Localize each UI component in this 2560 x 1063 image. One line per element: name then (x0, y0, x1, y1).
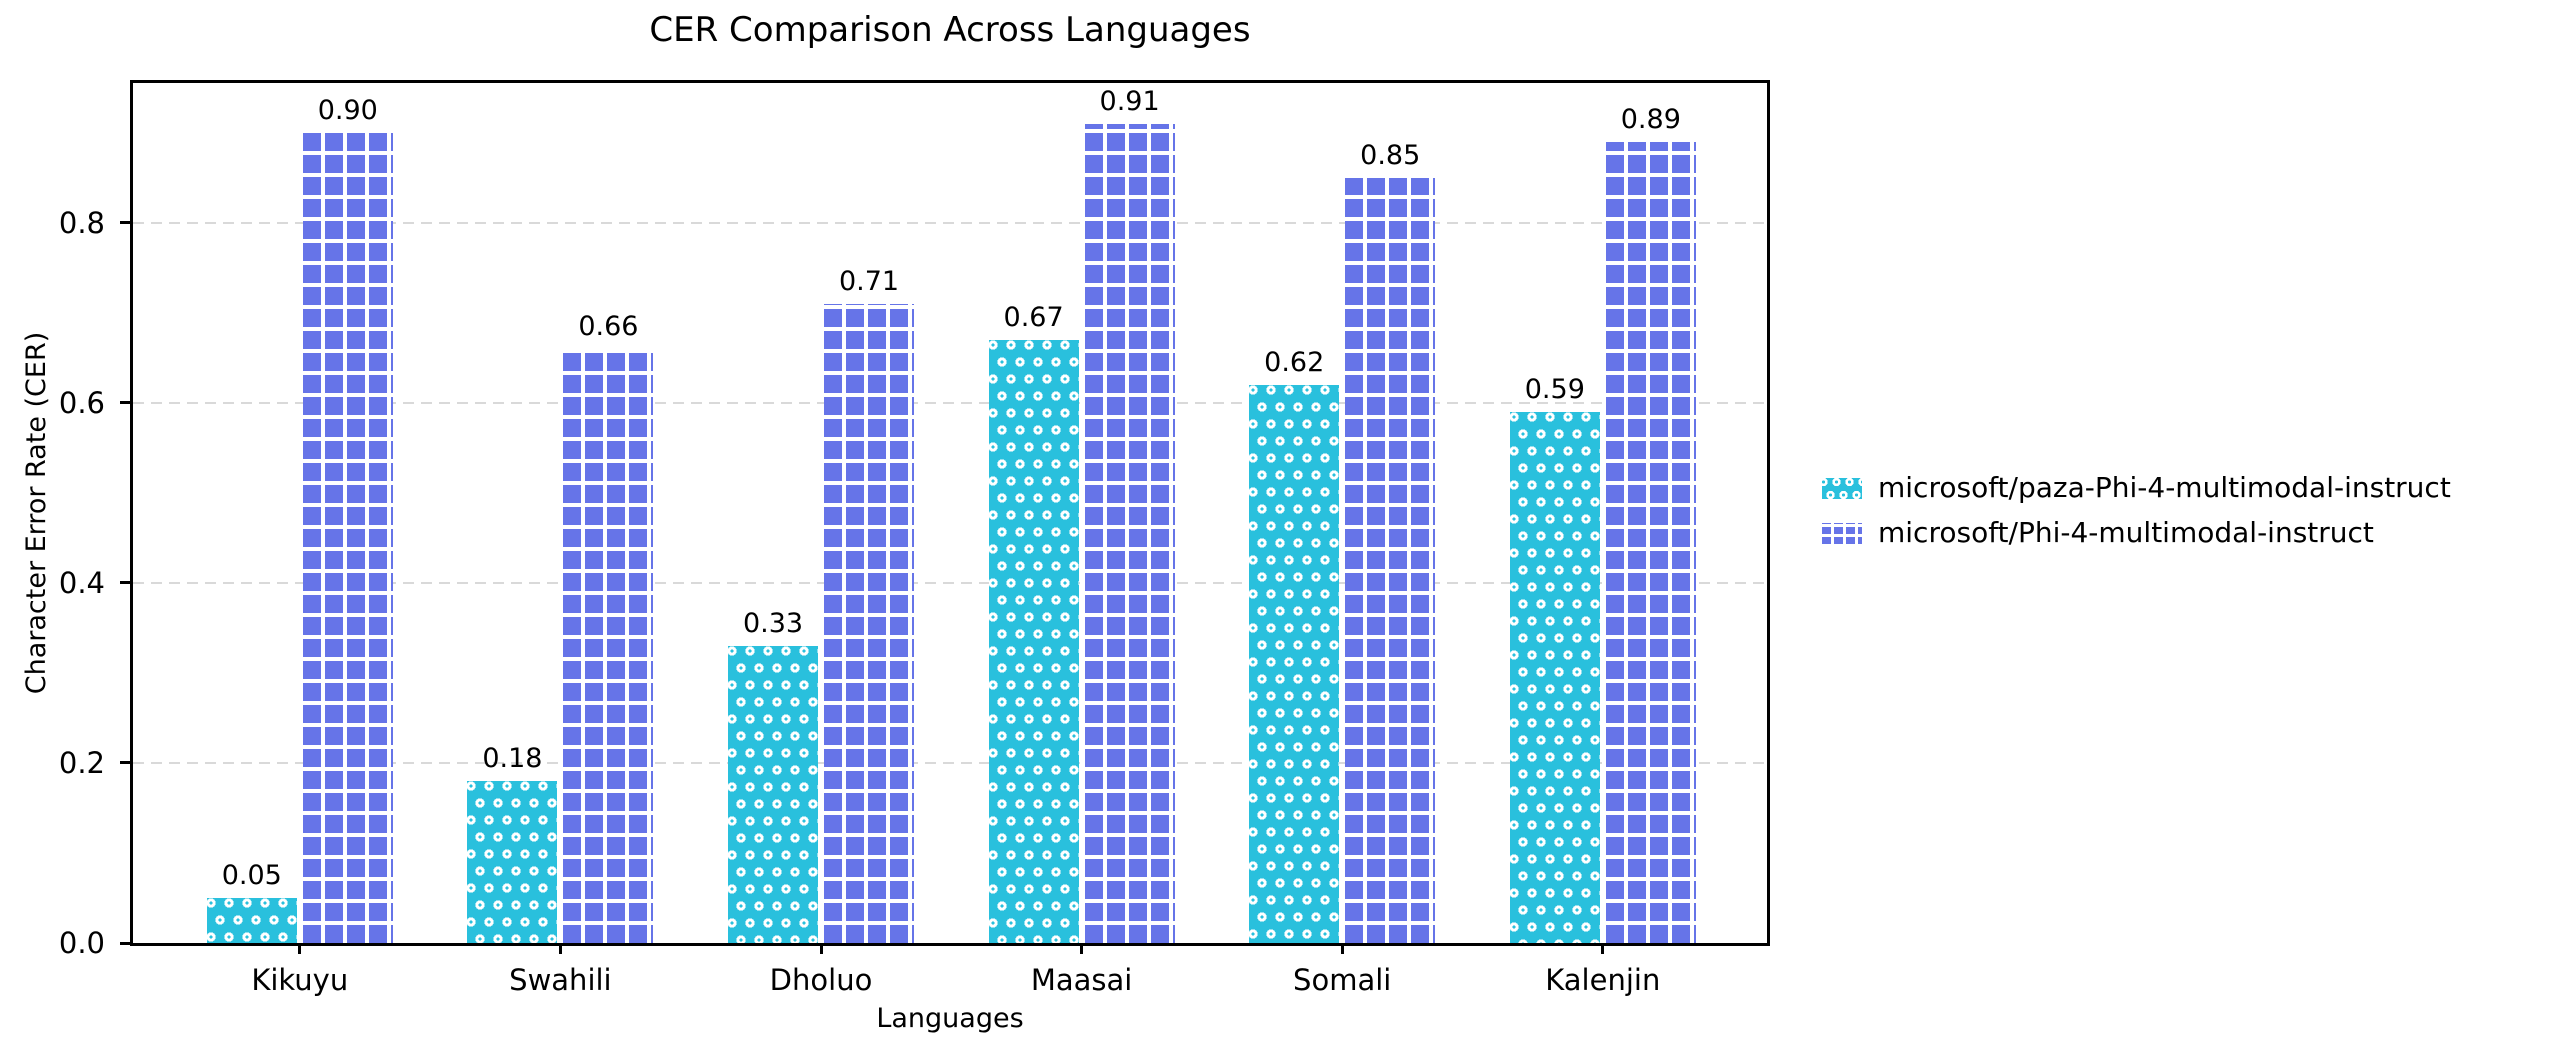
bar-grid-kikuyu (302, 132, 393, 943)
x-tick-label-kikuyu: Kikuyu (251, 963, 349, 997)
x-axis-tick (298, 943, 302, 954)
y-tick-label: 0.4 (58, 565, 105, 600)
bar-value-label: 0.89 (1620, 103, 1681, 135)
plot-inner: 0.0 0.2 0.4 0.6 0.8 0.05 0.90 Kikuyu 0.18 0.66 Swa… (59, 83, 1767, 997)
gridline-0.8 (133, 221, 1767, 224)
bar-circles-kalenjin (1509, 411, 1600, 943)
legend-swatch-circles (1822, 477, 1862, 499)
bar-circles-maasai (988, 339, 1079, 943)
x-axis-label: Languages (876, 1003, 1024, 1034)
bar-value-label: 0.91 (1099, 85, 1160, 117)
legend-label: microsoft/Phi-4-multimodal-instruct (1878, 516, 2374, 549)
bar-circles-dholuo (728, 645, 818, 943)
bar-value-label: 0.05 (221, 859, 282, 891)
bar-value-label: 0.71 (838, 265, 900, 297)
x-axis-tick (819, 943, 823, 954)
bar-grid-swahili (563, 348, 654, 943)
bar-grid-maasai (1084, 123, 1175, 943)
bar-grid-dholuo (824, 303, 914, 943)
y-tick-label: 0.8 (58, 205, 105, 240)
y-tick-label: 0.6 (58, 385, 105, 420)
bar-circles-kikuyu (206, 897, 297, 943)
bar-value-label: 0.62 (1264, 346, 1325, 378)
chart-title: CER Comparison Across Languages (649, 10, 1251, 50)
bar-value-label: 0.18 (482, 742, 543, 774)
bar-circles-swahili (467, 780, 558, 943)
bar-value-label: 0.33 (742, 607, 804, 639)
gridline-0.6 (133, 401, 1767, 404)
x-axis-tick (1601, 943, 1605, 954)
legend: microsoft/paza-Phi-4-multimodal-instruct… (1822, 472, 2451, 549)
legend-label: microsoft/paza-Phi-4-multimodal-instruct (1878, 471, 2451, 504)
bar-value-label: 0.59 (1524, 373, 1585, 405)
x-tick-label-swahili: Swahili (509, 963, 612, 997)
x-axis-tick (1080, 943, 1084, 954)
bar-value-label: 0.90 (317, 94, 378, 126)
bar-value-label: 0.67 (1003, 301, 1064, 333)
gridline-0.2 (133, 761, 1767, 764)
bar-value-label: 0.85 (1360, 139, 1421, 171)
x-tick-label-somali: Somali (1293, 963, 1392, 997)
bar-value-label: 0.66 (578, 310, 639, 342)
y-tick-label: 0.2 (58, 745, 105, 780)
x-tick-label-kalenjin: Kalenjin (1545, 963, 1661, 997)
gridline-0.4 (133, 581, 1767, 584)
y-axis-tick (120, 401, 130, 405)
y-axis-tick (120, 581, 130, 585)
legend-swatch-grid (1822, 522, 1862, 544)
y-axis-tick (120, 761, 130, 765)
legend-entry: microsoft/Phi-4-multimodal-instruct (1822, 517, 2451, 549)
x-axis-tick (1340, 943, 1344, 954)
y-axis-tick (120, 221, 130, 225)
plot-area: 0.0 0.2 0.4 0.6 0.8 0.05 0.90 Kikuyu 0.18 0.66 Swa… (59, 80, 1770, 997)
x-axis-tick (558, 943, 562, 954)
x-tick-label-dholuo: Dholuo (769, 963, 873, 997)
x-tick-label-maasai: Maasai (1030, 963, 1133, 997)
bar-grid-kalenjin (1605, 141, 1696, 943)
y-axis-tick (120, 941, 130, 945)
y-tick-label: 0.0 (58, 926, 105, 960)
legend-entry: microsoft/paza-Phi-4-multimodal-instruct (1822, 472, 2451, 504)
bar-circles-somali (1249, 384, 1340, 943)
bar-grid-somali (1345, 177, 1436, 943)
